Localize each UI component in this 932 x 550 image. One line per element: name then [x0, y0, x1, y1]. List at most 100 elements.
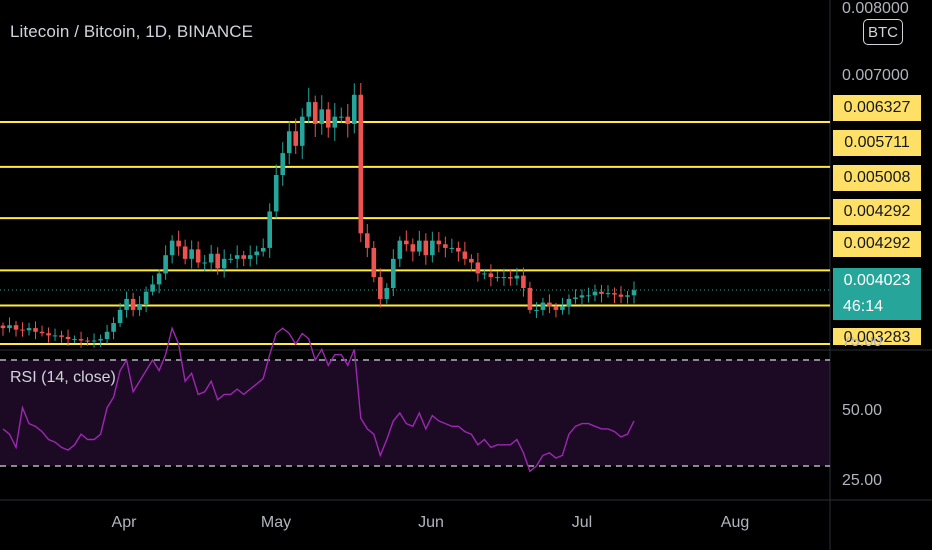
candle-body: [312, 102, 318, 124]
candle-body: [182, 246, 188, 259]
candle-body: [449, 247, 455, 249]
candle-body: [215, 253, 220, 269]
candle-body: [124, 298, 129, 310]
candle-body: [358, 94, 364, 234]
candle-body: [371, 247, 377, 278]
candle-body: [475, 262, 481, 274]
level-tag: 0.005711: [833, 130, 921, 156]
candle-body: [443, 244, 448, 248]
candle-body: [547, 302, 552, 307]
candle-body: [306, 102, 312, 117]
candle-body: [130, 298, 136, 310]
candle-body: [241, 255, 246, 259]
candle-body: [508, 277, 513, 279]
candle-body: [560, 306, 565, 310]
candle-body: [169, 240, 175, 256]
level-tag: 0.006327: [833, 95, 921, 121]
candle-body: [65, 336, 71, 340]
candle-body: [469, 258, 474, 263]
candle-body: [618, 294, 624, 297]
time-axis-label: Jun: [418, 514, 444, 531]
time-axis-label: Jul: [571, 514, 593, 531]
rsi-tick-label: 75.00: [842, 337, 883, 350]
candle-body: [156, 273, 162, 285]
candle-body: [143, 291, 149, 305]
candle-body: [404, 240, 409, 245]
candle-body: [39, 331, 45, 334]
candle-body: [430, 240, 435, 256]
candle-body: [391, 258, 396, 289]
candle-body: [612, 293, 617, 295]
level-tag: 0.004292: [833, 199, 921, 225]
candle-body: [260, 247, 266, 252]
candle-body: [377, 277, 383, 299]
candle-body: [150, 284, 155, 292]
candle-body: [208, 253, 214, 263]
rsi-tick-label: 25.00: [842, 472, 883, 489]
symbol-title: Litecoin / Bitcoin, 1D, BINANCE: [10, 22, 254, 41]
rsi-legend[interactable]: RSI (14, close): [10, 369, 116, 386]
candle-body: [247, 255, 253, 259]
candle-body: [410, 244, 416, 252]
candle-body: [111, 323, 116, 332]
candle-body: [534, 309, 539, 311]
candle-body: [33, 328, 38, 332]
currency-badge[interactable]: BTC: [863, 19, 903, 45]
time-axis-label: Apr: [111, 514, 137, 531]
rsi-band-fill: [0, 360, 830, 466]
candle-body: [91, 340, 97, 342]
candle-body: [195, 249, 201, 263]
candle-body: [456, 247, 461, 252]
current-price-tag: 0.004023: [833, 268, 921, 294]
candle-body: [417, 240, 422, 252]
candle-body: [7, 325, 12, 329]
candle-body: [176, 240, 181, 247]
candle-body: [332, 116, 338, 128]
candle-body: [586, 295, 591, 297]
candle-body: [384, 288, 390, 299]
level-tag: 0.003283: [833, 328, 921, 345]
candle-body: [319, 109, 325, 124]
candle-body: [104, 331, 110, 340]
candle-body: [592, 291, 598, 296]
candle-body: [495, 277, 500, 279]
candle-body: [234, 255, 240, 259]
candle-body: [527, 288, 533, 310]
candle-body: [553, 306, 559, 310]
candle-body: [625, 295, 630, 297]
rsi-tick-label: 50.00: [842, 402, 883, 419]
candle-body: [462, 251, 468, 259]
candle-body: [267, 211, 273, 248]
candle-body: [501, 277, 507, 279]
candle-body: [599, 291, 604, 294]
candle-body: [85, 340, 90, 342]
candle-body: [631, 290, 637, 296]
candle-body: [345, 116, 351, 124]
candle-body: [117, 309, 123, 324]
rsi-line: [2, 325, 635, 473]
candle-body: [228, 258, 233, 260]
candle-body: [325, 109, 331, 128]
candle-body: [579, 295, 585, 298]
candle-body: [98, 339, 103, 341]
candle-body: [280, 153, 286, 175]
candle-body: [273, 175, 279, 212]
candle-body: [364, 233, 370, 248]
candle-body: [0, 325, 6, 329]
candle-body: [13, 325, 19, 330]
candle-body: [299, 116, 305, 146]
candle-body: [397, 240, 403, 259]
candle-body: [351, 94, 357, 124]
price-tick-label: 0.007000: [842, 67, 909, 84]
candle-body: [137, 304, 142, 310]
candle-body: [488, 273, 494, 278]
level-tag: 0.004292: [833, 231, 921, 257]
candle-body: [423, 240, 429, 256]
candle-body: [202, 262, 207, 264]
candle-body: [521, 275, 526, 289]
candle-body: [338, 116, 344, 118]
candle-body: [540, 302, 546, 310]
candle-body: [573, 297, 578, 299]
candle-body: [286, 131, 292, 154]
